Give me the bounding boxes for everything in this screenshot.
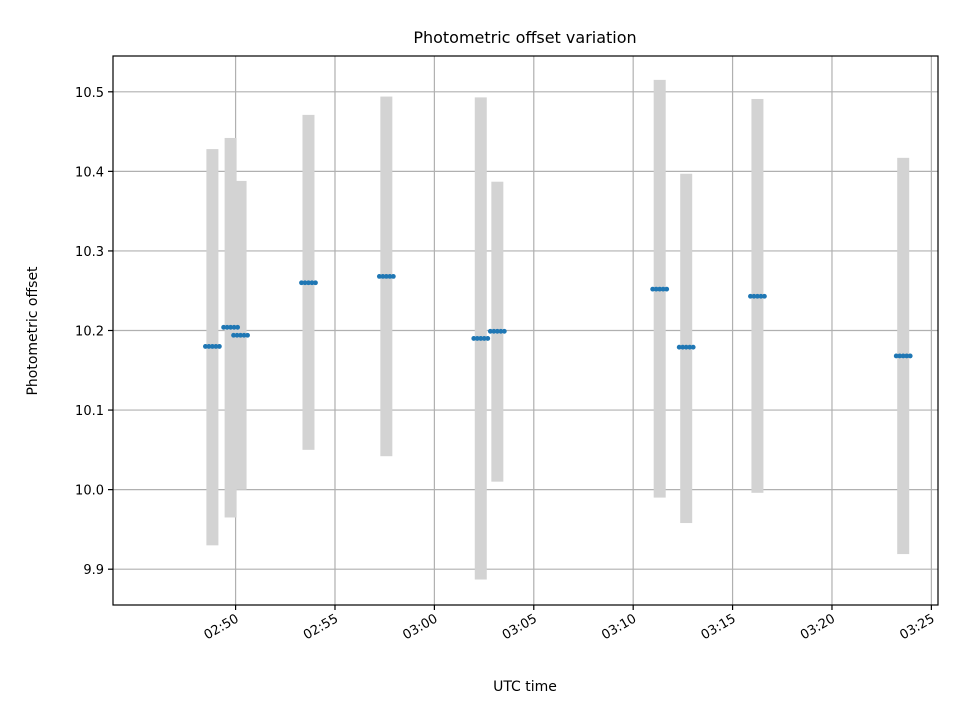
x-tick-label: 03:25 bbox=[897, 611, 937, 643]
data-point bbox=[683, 344, 689, 350]
y-tick-label: 10.4 bbox=[75, 165, 104, 180]
x-axis-ticks: 02:50 02:55 03:00 03:05 03:10 03:15 03:20 03:25 bbox=[202, 605, 937, 643]
data-point bbox=[390, 273, 396, 279]
data-point bbox=[313, 280, 318, 286]
data-point bbox=[690, 344, 696, 350]
data-point bbox=[231, 332, 236, 338]
data-point bbox=[376, 273, 382, 279]
data-point bbox=[380, 273, 386, 279]
data-point bbox=[235, 324, 241, 330]
data-point bbox=[650, 286, 656, 292]
y-tick-label: 10.1 bbox=[75, 404, 104, 419]
data-point bbox=[231, 324, 237, 330]
y-axis-label: Photometric offset bbox=[25, 266, 41, 396]
data-point bbox=[478, 336, 484, 341]
x-tick-label: 02:55 bbox=[301, 611, 341, 643]
data-point bbox=[893, 353, 899, 359]
data-point bbox=[501, 328, 507, 334]
data-point bbox=[657, 286, 663, 292]
data-point bbox=[238, 332, 243, 338]
y-tick-label: 10.3 bbox=[75, 245, 104, 260]
x-tick-label: 03:00 bbox=[400, 611, 440, 643]
data-point bbox=[494, 328, 500, 334]
data-point bbox=[491, 328, 497, 334]
data-point bbox=[498, 328, 504, 334]
data-point bbox=[216, 344, 222, 349]
data-points bbox=[202, 273, 913, 359]
data-point bbox=[676, 344, 682, 350]
data-point bbox=[653, 286, 659, 292]
data-point bbox=[481, 336, 487, 341]
y-axis-ticks: 9.9 10.0 10.1 10.2 10.3 10.4 10.5 bbox=[75, 86, 113, 578]
data-point bbox=[762, 293, 767, 299]
data-point bbox=[904, 353, 910, 359]
data-point bbox=[309, 280, 315, 286]
y-tick-label: 10.5 bbox=[75, 86, 104, 101]
data-point bbox=[228, 324, 234, 330]
data-point bbox=[202, 344, 208, 349]
data-point bbox=[687, 344, 693, 350]
data-point bbox=[221, 324, 227, 330]
data-point bbox=[299, 280, 304, 286]
chart-title: Photometric offset variation bbox=[413, 28, 636, 47]
data-point bbox=[751, 293, 757, 299]
y-tick-label: 9.9 bbox=[83, 563, 104, 578]
data-point bbox=[664, 286, 670, 292]
data-point bbox=[485, 336, 491, 341]
y-tick-label: 10.0 bbox=[75, 484, 104, 499]
data-point bbox=[748, 293, 753, 299]
error-bars bbox=[206, 79, 910, 580]
data-point bbox=[224, 324, 230, 330]
x-tick-label: 03:05 bbox=[500, 611, 540, 643]
data-point bbox=[897, 353, 903, 359]
data-point bbox=[206, 344, 212, 349]
data-point bbox=[487, 328, 493, 334]
data-point bbox=[306, 280, 311, 286]
data-point bbox=[471, 336, 477, 341]
data-point bbox=[474, 336, 480, 341]
data-point bbox=[907, 353, 913, 359]
data-point bbox=[241, 332, 247, 338]
data-point bbox=[302, 280, 308, 286]
x-tick-label: 03:10 bbox=[599, 611, 639, 643]
data-point bbox=[209, 344, 215, 349]
x-tick-label: 03:20 bbox=[798, 611, 838, 643]
x-tick-label: 03:15 bbox=[699, 611, 739, 643]
data-point bbox=[660, 286, 666, 292]
data-point bbox=[755, 293, 760, 299]
data-point bbox=[758, 293, 764, 299]
data-point bbox=[213, 344, 219, 349]
data-point bbox=[387, 273, 393, 279]
data-point bbox=[234, 332, 240, 338]
data-point bbox=[383, 273, 389, 279]
x-axis-label: UTC time bbox=[493, 679, 557, 695]
data-point bbox=[245, 332, 250, 338]
grid bbox=[113, 56, 938, 605]
x-tick-label: 02:50 bbox=[202, 611, 242, 643]
data-point bbox=[900, 353, 906, 359]
y-tick-label: 10.2 bbox=[75, 325, 104, 340]
data-point bbox=[680, 344, 686, 350]
